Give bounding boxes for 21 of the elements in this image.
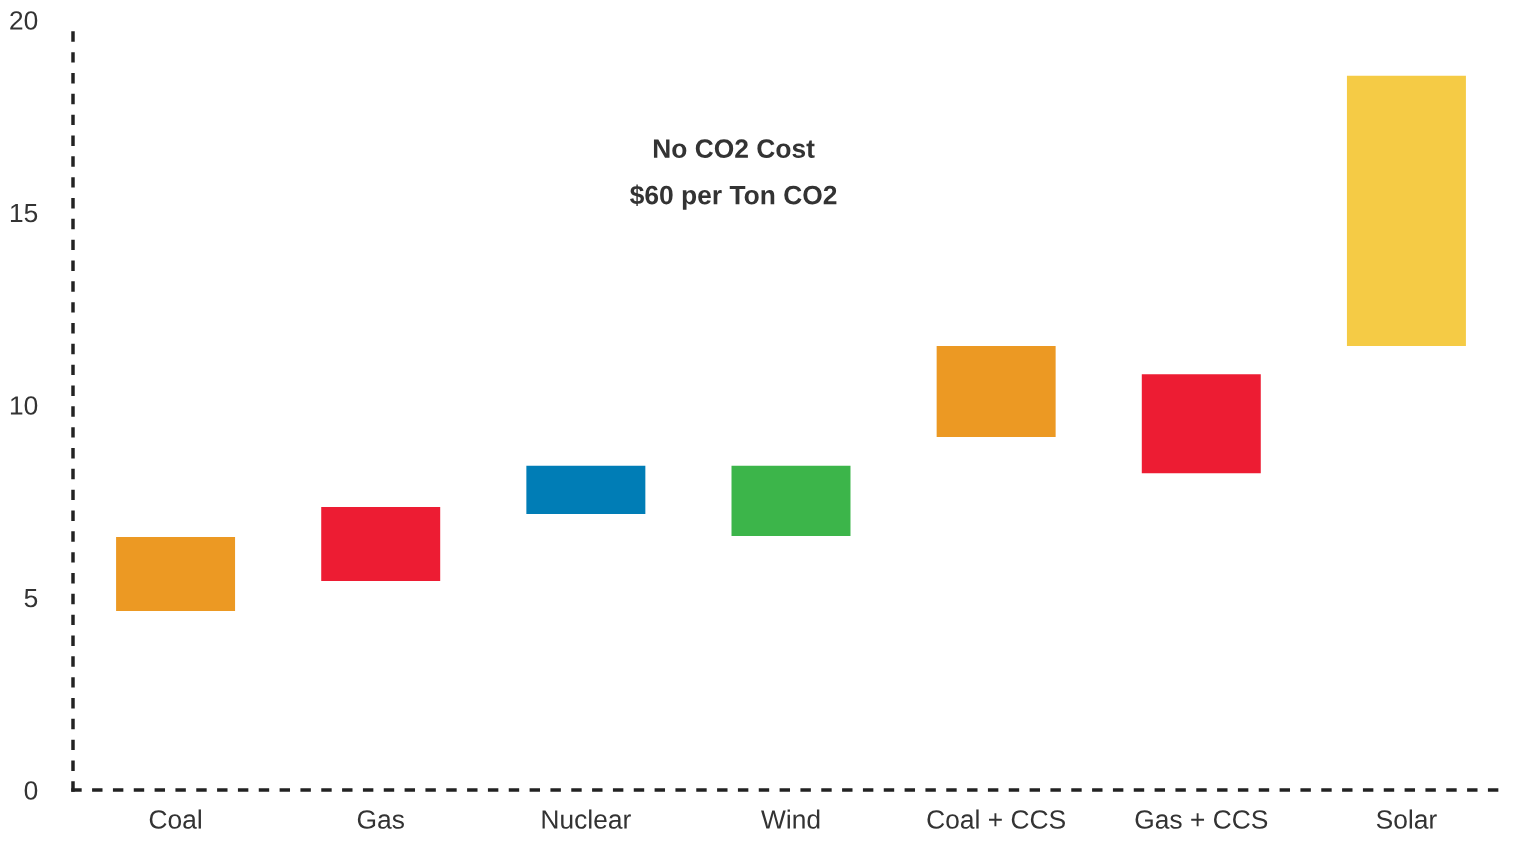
x-tick-label: Nuclear (542, 809, 631, 829)
x-tick-label: Gas (357, 810, 404, 829)
text: $60 per Ton CO2 (630, 184, 837, 210)
y-tick-label: 5 (24, 588, 38, 608)
y-tick-label: 10 (10, 396, 38, 415)
x-tick-label: Coal + CCS (927, 809, 1065, 829)
y-tick-label: 0 (24, 781, 38, 800)
bar (731, 465, 851, 536)
bar (1141, 374, 1261, 474)
bar (526, 465, 646, 514)
x-tick-label: Gas + CCS (1135, 810, 1268, 829)
text: No CO2 Cost (653, 139, 815, 158)
bar (116, 537, 236, 611)
bar (936, 346, 1056, 437)
bar (321, 507, 441, 581)
y-tick-label: 20 (10, 11, 38, 30)
x-tick-label: Wind (761, 809, 820, 829)
bar (1346, 75, 1466, 347)
x-tick-label: Solar (1376, 809, 1437, 829)
x-tick-label: Coal (149, 809, 201, 829)
y-tick-label: 15 (10, 203, 38, 223)
